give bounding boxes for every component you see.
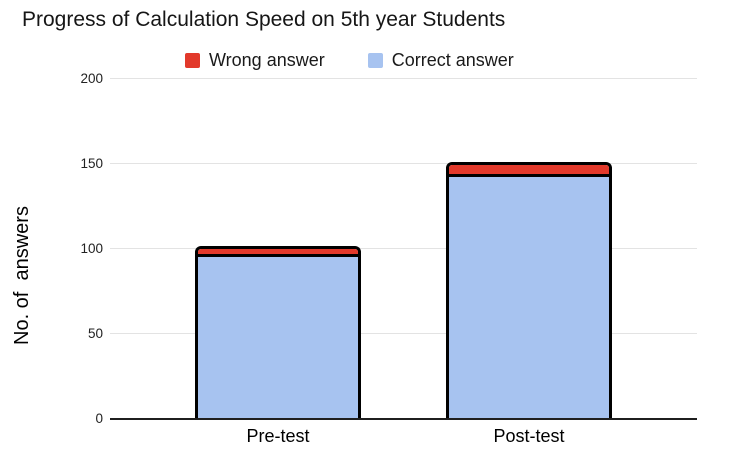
bar-segment-wrong-answer-post-test	[449, 165, 609, 178]
x-category-label-post-test: Post-test	[493, 426, 565, 446]
y-tick-label-0: 0	[95, 411, 103, 426]
chart-title: Progress of Calculation Speed on 5th yea…	[22, 8, 506, 31]
y-tick-label-100: 100	[80, 241, 103, 256]
legend: Wrong answer Correct answer	[185, 50, 514, 71]
plot-area: 0 50 100 150 200 Pre-test Post-test	[80, 71, 697, 446]
legend-swatch-wrong-icon	[185, 53, 200, 68]
gridline-150	[110, 163, 697, 164]
x-axis-category-labels: Pre-test Post-test	[110, 426, 697, 447]
legend-label-wrong: Wrong answer	[209, 50, 325, 70]
legend-label-correct: Correct answer	[391, 50, 514, 70]
gridline-200	[110, 78, 697, 79]
bar-segment-wrong-answer-pre-test	[198, 248, 358, 258]
legend-item-correct-answer: Correct answer	[367, 50, 514, 71]
y-tick-label-150: 150	[80, 156, 103, 171]
stacked-bar-post-test	[446, 162, 612, 419]
y-tick-label-200: 200	[80, 71, 103, 86]
gridline-100	[110, 248, 697, 249]
bars-layer	[110, 79, 697, 419]
gridline-50	[110, 333, 697, 334]
x-axis-baseline	[110, 418, 697, 420]
stacked-bar-pre-test	[195, 245, 361, 419]
legend-swatch-correct-icon	[367, 53, 383, 68]
bar-segment-correct-answer-post-test	[449, 177, 609, 419]
y-tick-label-50: 50	[87, 326, 103, 341]
x-category-label-pre-test: Pre-test	[246, 426, 310, 446]
bar-segment-correct-answer-pre-test	[198, 257, 358, 419]
legend-item-wrong-answer: Wrong answer	[185, 50, 325, 71]
y-axis-title: No. of answers	[11, 206, 33, 345]
